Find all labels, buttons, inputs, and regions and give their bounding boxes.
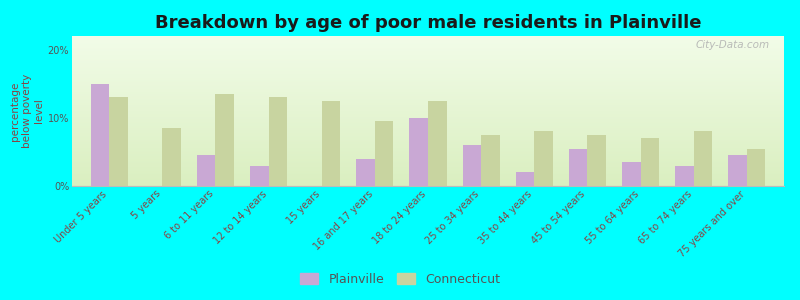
Bar	[728, 155, 747, 186]
Bar	[516, 172, 534, 186]
Bar	[481, 135, 500, 186]
Bar	[569, 148, 587, 186]
Bar	[587, 135, 606, 186]
Bar	[269, 98, 287, 186]
Bar	[250, 166, 269, 186]
Bar	[109, 98, 128, 186]
Text: City-Data.com: City-Data.com	[696, 40, 770, 50]
Bar	[534, 131, 553, 186]
Legend: Plainville, Connecticut: Plainville, Connecticut	[294, 268, 506, 291]
Title: Breakdown by age of poor male residents in Plainville: Breakdown by age of poor male residents …	[154, 14, 702, 32]
Bar	[375, 121, 394, 186]
Bar	[694, 131, 712, 186]
Bar	[747, 148, 766, 186]
Bar	[428, 101, 446, 186]
Bar	[462, 145, 481, 186]
Bar	[197, 155, 215, 186]
Bar	[162, 128, 181, 186]
Bar	[90, 84, 109, 186]
Bar	[641, 138, 659, 186]
Bar	[410, 118, 428, 186]
Bar	[215, 94, 234, 186]
Bar	[322, 101, 340, 186]
Y-axis label: percentage
below poverty
level: percentage below poverty level	[10, 74, 43, 148]
Bar	[675, 166, 694, 186]
Bar	[356, 159, 375, 186]
Bar	[622, 162, 641, 186]
